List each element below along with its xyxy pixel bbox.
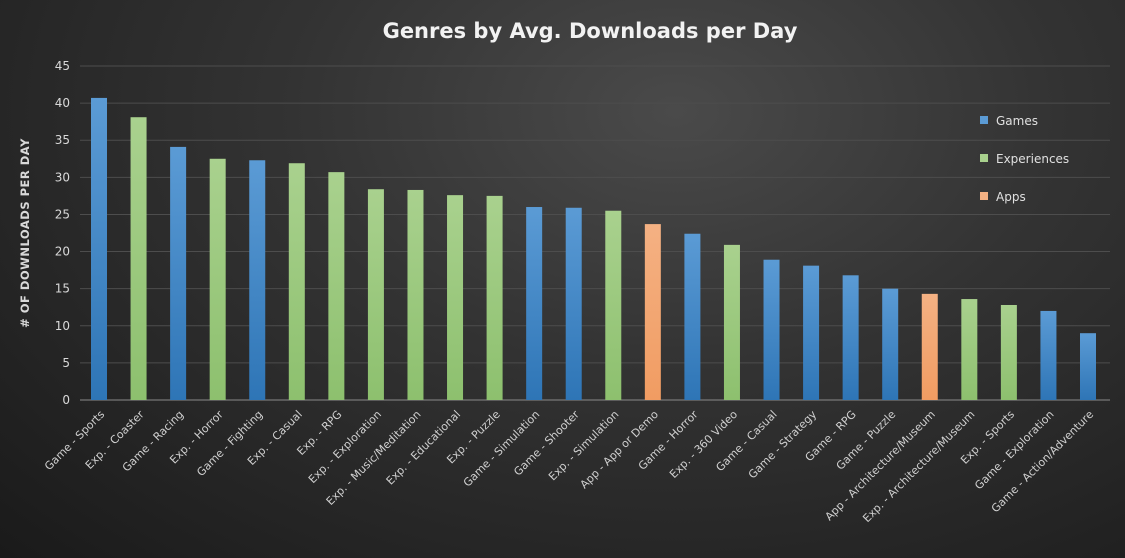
bar xyxy=(1040,310,1057,400)
bar xyxy=(921,293,938,400)
bar xyxy=(842,275,859,400)
y-tick-label: 15 xyxy=(55,282,70,296)
bar xyxy=(328,172,345,400)
bar xyxy=(763,259,780,400)
y-tick-label: 5 xyxy=(62,356,70,370)
y-tick-label: 25 xyxy=(55,207,70,221)
legend-label: Apps xyxy=(996,190,1026,204)
legend-swatch xyxy=(980,154,988,162)
bar xyxy=(447,195,464,400)
bar xyxy=(486,195,503,400)
bar xyxy=(961,299,978,400)
x-tick-label: Game - Simulation xyxy=(461,408,543,490)
bar xyxy=(1080,333,1096,400)
y-tick-label: 45 xyxy=(55,59,70,73)
x-tick-label: Exp. - Simulation xyxy=(546,408,621,483)
y-tick-label: 20 xyxy=(55,245,70,259)
bar xyxy=(209,158,226,400)
x-tick-label: Game - Strategy xyxy=(746,408,820,482)
gridlines xyxy=(80,65,1110,401)
x-tick-label: Exp. - Exploration xyxy=(306,408,384,486)
x-tick-label: Exp. - 360 Video xyxy=(667,408,740,481)
bar xyxy=(882,288,899,400)
y-tick-label: 40 xyxy=(55,96,70,110)
bar xyxy=(91,97,107,400)
x-tick-label: Exp. - Educational xyxy=(384,408,464,488)
legend-label: Games xyxy=(996,114,1038,128)
bar xyxy=(526,207,543,400)
legend-swatch xyxy=(980,192,988,200)
legend-swatch xyxy=(980,116,988,124)
y-axis-label: # OF DOWNLOADS PER DAY xyxy=(18,138,32,328)
bar xyxy=(407,189,424,400)
bar xyxy=(803,265,820,400)
bar xyxy=(367,189,384,400)
bar xyxy=(1000,304,1017,400)
y-tick-label: 10 xyxy=(55,319,70,333)
y-tick-label: 30 xyxy=(55,170,70,184)
bar xyxy=(130,117,147,401)
bar xyxy=(565,207,582,400)
bar xyxy=(605,210,622,400)
legend: Games Experiences Apps xyxy=(980,114,1069,204)
bar xyxy=(723,244,740,400)
y-axis-ticks: 0 5 10 15 20 25 30 35 40 45 xyxy=(55,59,70,407)
legend-label: Experiences xyxy=(996,152,1069,166)
bars xyxy=(91,97,1096,401)
y-tick-label: 35 xyxy=(55,133,70,147)
bar xyxy=(170,146,187,400)
y-tick-label: 0 xyxy=(62,393,70,407)
chart-title: Genres by Avg. Downloads per Day xyxy=(383,19,798,43)
bar xyxy=(644,224,661,400)
bar xyxy=(684,233,701,400)
bar xyxy=(288,163,305,400)
bar xyxy=(249,160,266,400)
